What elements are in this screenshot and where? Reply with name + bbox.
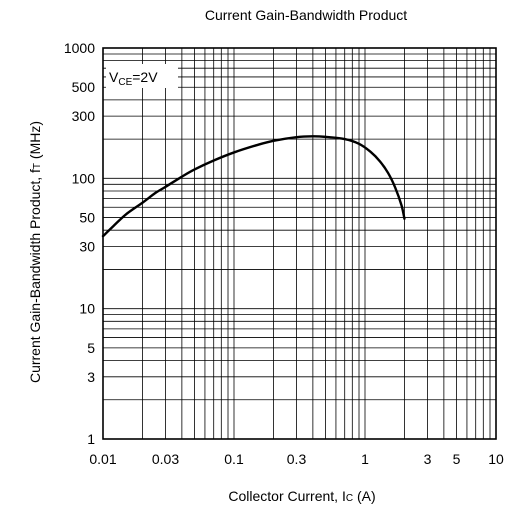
y-tick-label: 3: [87, 369, 95, 385]
x-tick-label: 3: [424, 451, 432, 467]
x-tick-label: 1: [361, 451, 369, 467]
y-axis-label-main: Current Gain-Bandwidth Product, f: [27, 169, 43, 383]
chart-title: Current Gain-Bandwidth Product: [205, 7, 407, 23]
y-tick-label: 500: [72, 79, 96, 95]
y-tick-label: 50: [79, 210, 95, 226]
y-tick-label: 300: [72, 108, 96, 124]
y-tick-label: 30: [79, 238, 95, 254]
x-axis-label-tail: (A): [353, 488, 376, 504]
y-tick-label: 10: [79, 301, 95, 317]
y-tick-label: 1000: [64, 40, 95, 56]
annotation-background: [106, 64, 178, 88]
x-tick-label: 0.3: [287, 451, 307, 467]
grid: [102, 48, 496, 440]
x-tick-label: 10: [488, 451, 504, 467]
y-tick-labels: 1 3 5 10 30 50 100 300 500 1000: [64, 40, 95, 447]
x-axis-label: Collector Current, IC (A): [228, 488, 375, 504]
x-tick-label: 0.03: [152, 451, 179, 467]
ft-curve-series-1: [101, 135, 406, 238]
x-tick-label: 0.1: [224, 451, 244, 467]
x-tick-labels: 0.01 0.03 0.1 0.3 1 3 5 10: [89, 451, 504, 467]
curve-layer: [101, 135, 406, 238]
x-tick-label: 0.01: [89, 451, 116, 467]
vce-annotation: VCE=2V: [106, 64, 178, 88]
y-tick-label: 5: [87, 340, 95, 356]
y-tick-label: 100: [72, 170, 96, 186]
x-axis-label-main: Collector Current, I: [228, 488, 345, 504]
y-tick-label: 1: [87, 431, 95, 447]
annotation-sub: CE: [118, 77, 132, 88]
y-axis-label: Current Gain-Bandwidth Product, fT (MHz): [27, 121, 43, 383]
x-axis-label-sub: C: [346, 493, 353, 504]
annotation-text: VCE=2V: [109, 69, 158, 88]
annotation-tail: =2V: [132, 69, 158, 85]
x-tick-label: 5: [453, 451, 461, 467]
annotation-main: V: [109, 69, 119, 85]
y-axis-label-sub: T: [32, 163, 43, 169]
plot-frame: [102, 47, 497, 440]
y-axis-label-tail: (MHz): [27, 121, 43, 163]
